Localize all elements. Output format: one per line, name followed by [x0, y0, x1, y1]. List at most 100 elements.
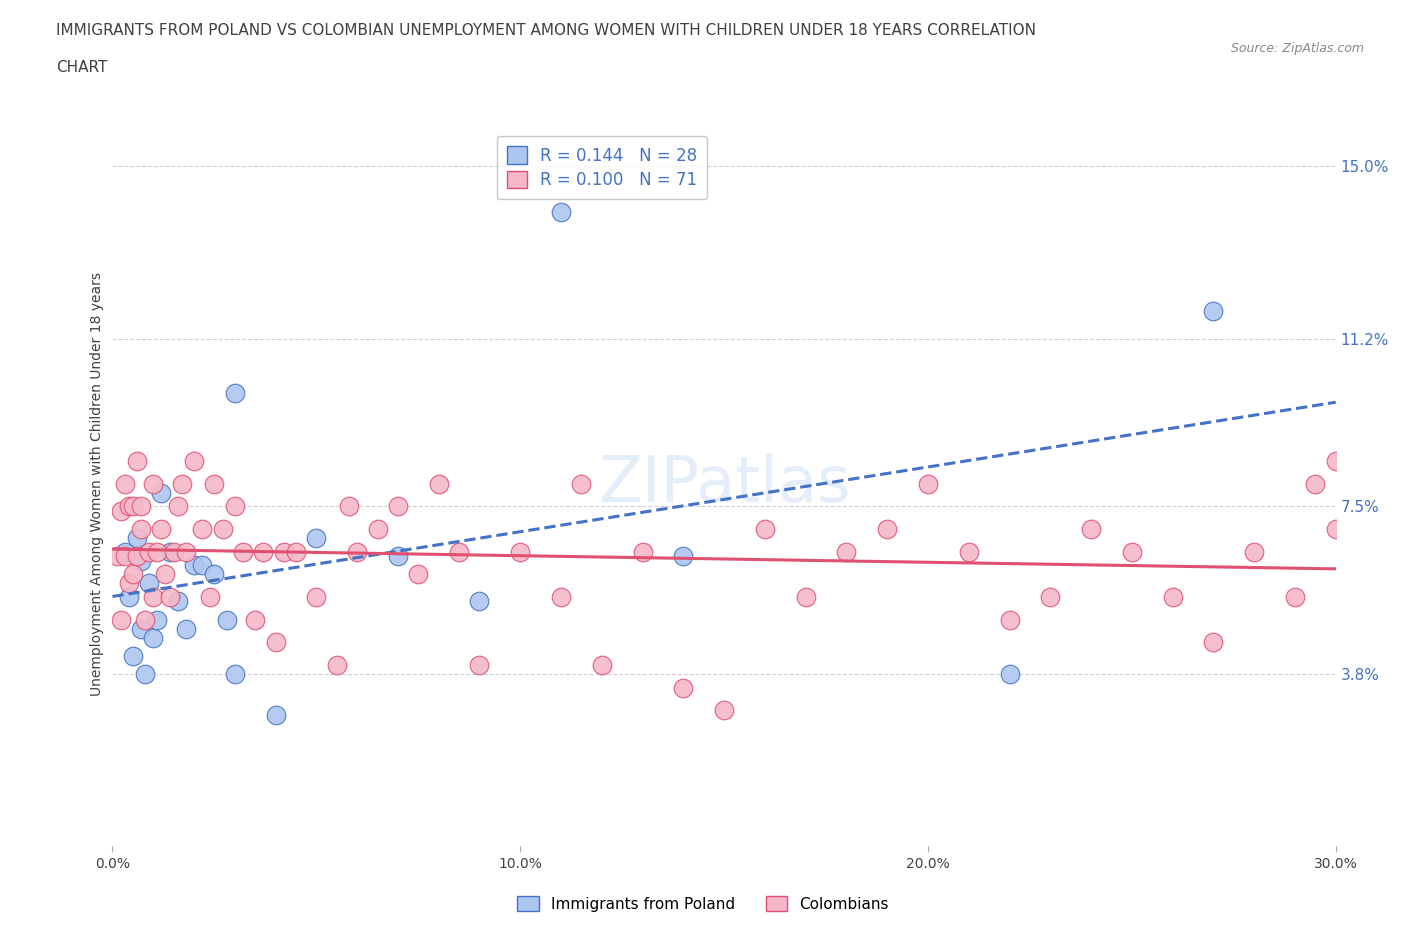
Point [215, 612, 238, 627]
Point [129, 553, 152, 568]
Point [305, 590, 328, 604]
Point [346, 544, 368, 559]
Point [142, 631, 165, 645]
Point [163, 544, 186, 559]
Point [1121, 544, 1143, 559]
Point [1324, 454, 1347, 469]
Point [191, 522, 214, 537]
Point [174, 544, 197, 559]
Legend: Immigrants from Poland, Colombians: Immigrants from Poland, Colombians [512, 889, 894, 918]
Point [1080, 522, 1102, 537]
Point [142, 476, 165, 491]
Point [138, 576, 160, 591]
Y-axis label: Unemployment Among Women with Children Under 18 years: Unemployment Among Women with Children U… [90, 272, 104, 696]
Point [150, 522, 173, 537]
Point [1243, 544, 1265, 559]
Point [224, 498, 246, 513]
Point [125, 549, 148, 564]
Point [1202, 635, 1225, 650]
Point [591, 658, 613, 672]
Point [387, 498, 409, 513]
Point [110, 503, 132, 518]
Point [166, 498, 188, 513]
Point [150, 485, 173, 500]
Point [326, 658, 349, 672]
Point [159, 544, 181, 559]
Point [550, 590, 572, 604]
Point [447, 544, 470, 559]
Point [998, 612, 1021, 627]
Point [366, 522, 388, 537]
Text: ZIPatlas: ZIPatlas [598, 453, 851, 514]
Point [264, 635, 287, 650]
Point [337, 498, 360, 513]
Point [159, 590, 181, 604]
Point [204, 567, 226, 582]
Point [264, 708, 287, 723]
Point [122, 648, 145, 663]
Point [146, 612, 169, 627]
Point [713, 703, 735, 718]
Point [114, 549, 136, 564]
Point [754, 522, 776, 537]
Point [224, 667, 246, 682]
Point [672, 680, 695, 695]
Point [571, 476, 593, 491]
Point [998, 667, 1021, 682]
Point [1305, 476, 1327, 491]
Point [105, 549, 128, 564]
Point [114, 476, 136, 491]
Point [1284, 590, 1306, 604]
Point [211, 522, 233, 537]
Point [427, 476, 450, 491]
Point [672, 549, 695, 564]
Point [1202, 304, 1225, 319]
Point [129, 522, 152, 537]
Point [122, 567, 145, 582]
Point [118, 576, 141, 591]
Point [191, 558, 214, 573]
Point [118, 498, 141, 513]
Point [245, 612, 267, 627]
Point [142, 590, 165, 604]
Text: IMMIGRANTS FROM POLAND VS COLOMBIAN UNEMPLOYMENT AMONG WOMEN WITH CHILDREN UNDER: IMMIGRANTS FROM POLAND VS COLOMBIAN UNEM… [56, 23, 1036, 38]
Point [631, 544, 654, 559]
Point [114, 544, 136, 559]
Point [835, 544, 858, 559]
Point [252, 544, 274, 559]
Point [146, 544, 169, 559]
Legend: R = 0.144   N = 28, R = 0.100   N = 71: R = 0.144 N = 28, R = 0.100 N = 71 [496, 137, 707, 200]
Point [174, 621, 197, 636]
Point [468, 658, 491, 672]
Point [129, 498, 152, 513]
Point [224, 386, 246, 401]
Point [138, 544, 160, 559]
Point [876, 522, 898, 537]
Point [183, 558, 205, 573]
Point [1324, 522, 1347, 537]
Point [305, 530, 328, 545]
Point [183, 454, 205, 469]
Point [273, 544, 295, 559]
Point [134, 612, 156, 627]
Point [200, 590, 222, 604]
Point [125, 530, 148, 545]
Point [166, 594, 188, 609]
Point [408, 567, 430, 582]
Point [129, 621, 152, 636]
Point [468, 594, 491, 609]
Point [1039, 590, 1062, 604]
Point [509, 544, 531, 559]
Point [917, 476, 939, 491]
Point [170, 476, 193, 491]
Point [110, 612, 132, 627]
Point [550, 204, 572, 219]
Text: CHART: CHART [56, 60, 108, 75]
Point [204, 476, 226, 491]
Point [122, 498, 145, 513]
Point [118, 590, 141, 604]
Point [125, 454, 148, 469]
Point [387, 549, 409, 564]
Point [1161, 590, 1184, 604]
Point [134, 667, 156, 682]
